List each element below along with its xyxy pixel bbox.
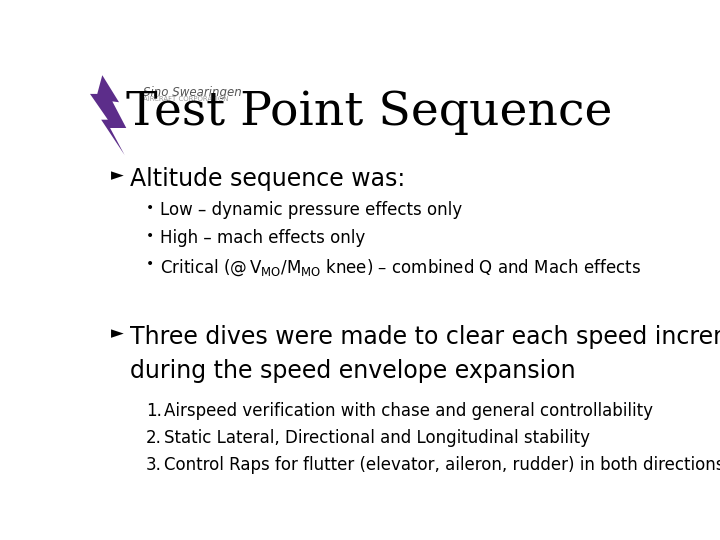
Text: during the speed envelope expansion: during the speed envelope expansion: [130, 359, 576, 383]
Text: •: •: [145, 201, 154, 215]
Text: Low – dynamic pressure effects only: Low – dynamic pressure effects only: [160, 201, 462, 219]
Text: Test Point Sequence: Test Point Sequence: [126, 90, 612, 135]
Text: Airspeed verification with chase and general controllability: Airspeed verification with chase and gen…: [163, 402, 652, 420]
Text: AIRCRAFT CORPORATION: AIRCRAFT CORPORATION: [143, 96, 228, 102]
Text: Control Raps for flutter (elevator, aileron, rudder) in both directions: Control Raps for flutter (elevator, aile…: [163, 456, 720, 474]
Text: Sino Swearingen: Sino Swearingen: [143, 85, 242, 99]
Text: ►: ►: [111, 325, 124, 343]
Text: Static Lateral, Directional and Longitudinal stability: Static Lateral, Directional and Longitud…: [163, 429, 590, 447]
Text: 3.: 3.: [145, 456, 162, 474]
Text: 1.: 1.: [145, 402, 162, 420]
Polygon shape: [90, 75, 126, 155]
Text: Altitude sequence was:: Altitude sequence was:: [130, 167, 405, 191]
Text: Three dives were made to clear each speed increment: Three dives were made to clear each spee…: [130, 325, 720, 349]
Text: •: •: [145, 229, 154, 243]
Text: 2.: 2.: [145, 429, 162, 447]
Text: ►: ►: [111, 167, 124, 185]
Text: Critical (@$\mathregular{\,V_{MO}/M_{MO}}$ knee) – combined Q and Mach effects: Critical (@$\mathregular{\,V_{MO}/M_{MO}…: [160, 258, 641, 278]
Text: •: •: [145, 258, 154, 271]
Text: High – mach effects only: High – mach effects only: [160, 229, 365, 247]
